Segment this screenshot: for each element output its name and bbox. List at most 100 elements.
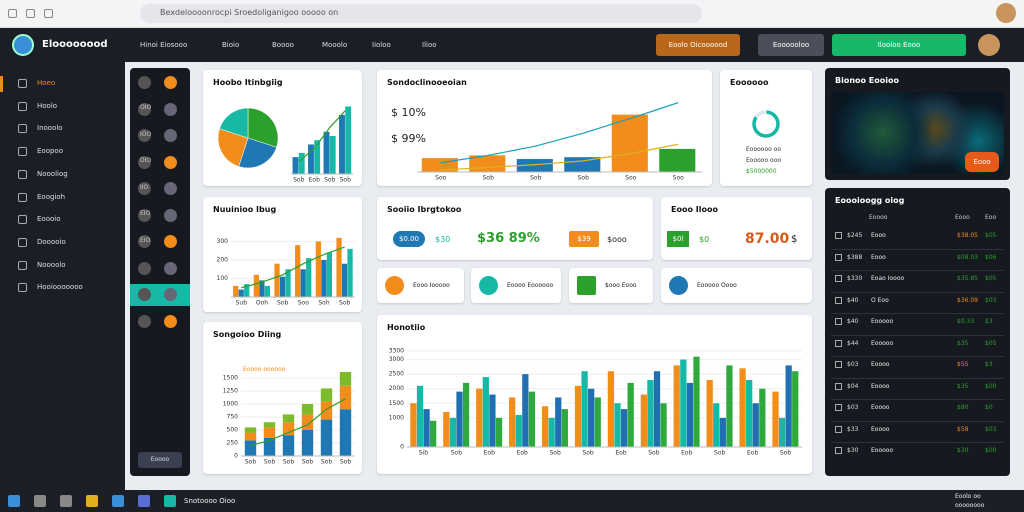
table-cell: Eooooo bbox=[871, 339, 894, 347]
taskbar-icon[interactable] bbox=[164, 495, 176, 507]
bar bbox=[647, 379, 654, 447]
nav-button[interactable] bbox=[8, 9, 17, 18]
table-header: Eoooo bbox=[869, 214, 888, 221]
stat: $30 bbox=[435, 235, 451, 244]
donut-text: $5000000 bbox=[746, 168, 777, 175]
menu-item[interactable]: Hoolo bbox=[37, 101, 58, 110]
annotation: $ 10% bbox=[391, 106, 426, 119]
card-b: Sondoclinooeoian $ 10% $ 99% Soo Sob Sob Sob So… bbox=[377, 70, 712, 186]
nav-item[interactable]: Ilioo bbox=[422, 41, 437, 49]
nav-button[interactable] bbox=[26, 9, 35, 18]
card-a: Hoobo Itinbgiig Sob Eob Sob Sob bbox=[203, 70, 362, 186]
card-e: Sooiio Ibrgtokoo $0.00 $30 $36 89% $39 $ooo bbox=[377, 197, 653, 260]
x-tick-label: Sob bbox=[648, 450, 659, 457]
table-cell: $33 bbox=[847, 425, 859, 433]
line bbox=[298, 110, 346, 162]
bar bbox=[489, 394, 496, 447]
icon bbox=[138, 155, 151, 169]
table-cell: Eoooo bbox=[871, 425, 890, 433]
icon bbox=[479, 276, 498, 295]
table-cell: $00 bbox=[985, 382, 997, 390]
taskbar-icon[interactable] bbox=[34, 495, 46, 507]
row-icon bbox=[835, 296, 842, 304]
menu-icon bbox=[18, 192, 27, 202]
bar bbox=[746, 379, 753, 447]
menu-item[interactable]: Eoooio bbox=[37, 215, 61, 224]
bar bbox=[263, 427, 276, 438]
row-divider bbox=[831, 442, 1004, 443]
taskbar-icon[interactable] bbox=[60, 495, 72, 507]
nav-item[interactable]: Mooolo bbox=[322, 41, 348, 49]
small-card-label: Eooo Iooooo bbox=[413, 282, 450, 289]
bar bbox=[443, 412, 450, 447]
menu-item[interactable]: Hoeo bbox=[37, 79, 56, 87]
icon bbox=[138, 76, 151, 89]
header-button[interactable]: Eoolo Oicoooood bbox=[656, 34, 740, 56]
x-tick-label: Soh bbox=[318, 300, 329, 307]
table-cell: $35 bbox=[957, 339, 969, 347]
header-button[interactable]: Eoooooloo bbox=[758, 34, 824, 56]
menu-item[interactable]: Noooliog bbox=[37, 169, 68, 178]
map-button[interactable]: Eooo bbox=[965, 152, 999, 172]
taskbar-icon[interactable] bbox=[8, 495, 20, 507]
table-cell: $38.05 bbox=[957, 232, 978, 239]
bar bbox=[653, 371, 661, 447]
table-cell: $06 bbox=[985, 253, 997, 261]
bar bbox=[660, 403, 667, 447]
taskbar-icon[interactable] bbox=[112, 495, 124, 507]
bar bbox=[772, 391, 779, 447]
row-divider bbox=[831, 291, 1004, 293]
menu-item[interactable]: Inooolo bbox=[37, 124, 63, 133]
y-tick-label: 2000 bbox=[389, 385, 404, 392]
menu-item[interactable]: Eoogioh bbox=[37, 192, 66, 201]
icon bbox=[164, 208, 177, 222]
card-g: Songoioo Diing Eoooo oooooo 0 250 500 750 1000… bbox=[203, 322, 362, 474]
nav-button[interactable] bbox=[44, 9, 53, 18]
table-cell: $30 bbox=[957, 447, 969, 454]
chart bbox=[751, 109, 781, 139]
table-cell: Eoooo bbox=[871, 404, 890, 411]
nav-item[interactable]: Boooo bbox=[272, 41, 294, 49]
table-cell: Eooo bbox=[871, 253, 886, 261]
row-divider bbox=[831, 399, 1004, 400]
icon bbox=[385, 276, 404, 295]
x-tick-label: Sob bbox=[264, 459, 275, 466]
table-cell: $05 bbox=[985, 232, 997, 239]
icon-label: EIO bbox=[140, 236, 151, 244]
taskbar-icon[interactable] bbox=[86, 495, 98, 507]
x-tick-label: Eob bbox=[681, 450, 692, 457]
menu-item[interactable]: Hooiooooooo bbox=[37, 283, 83, 292]
icon bbox=[138, 182, 151, 195]
app-header: Eloooooood Hinoi Eiosooo Bioio Boooo Mooolo I… bbox=[0, 28, 1024, 62]
nav-item[interactable]: Hinoi Eiosooo bbox=[140, 41, 188, 49]
menu-item[interactable]: Eoopoo bbox=[37, 147, 63, 156]
x-tick-label: Sob bbox=[340, 177, 351, 184]
bar bbox=[238, 289, 244, 297]
line bbox=[250, 398, 346, 447]
bar bbox=[315, 241, 321, 297]
row-icon bbox=[835, 404, 842, 411]
nav-item[interactable]: Iioloo bbox=[372, 41, 391, 49]
icon-label: EIO bbox=[140, 210, 151, 217]
small-card: $ooo Eooo bbox=[569, 268, 653, 303]
table-cell: Eooo bbox=[871, 232, 886, 239]
taskbar: Snotoooo Oioo Eoolo oo oooooooo bbox=[0, 490, 1024, 512]
bar bbox=[548, 417, 555, 447]
menu-item[interactable]: Noooolo bbox=[37, 260, 66, 269]
table-card: Eoooioogg oiog Eoooo Eooo Eoo $245 Eooo $38.05… bbox=[825, 188, 1010, 476]
nav-item[interactable]: Bioio bbox=[222, 41, 240, 49]
y-tick-label: 0 bbox=[400, 444, 404, 451]
x-tick-label: Eob bbox=[747, 450, 758, 457]
x-tick-label: Sob bbox=[302, 459, 313, 466]
menu-item[interactable]: Dooooio bbox=[37, 237, 66, 246]
x-tick-label: Sob bbox=[530, 175, 541, 182]
table-cell: $35 bbox=[957, 382, 969, 390]
taskbar-icon[interactable] bbox=[138, 495, 150, 507]
bar bbox=[607, 371, 615, 447]
header-button[interactable]: Ilooloo Eooo bbox=[832, 34, 966, 56]
y-tick-label: 3300 bbox=[389, 347, 404, 354]
table-cell: $55 bbox=[957, 361, 969, 368]
table-cell: O Eoo bbox=[871, 296, 889, 304]
bar bbox=[423, 409, 430, 447]
panel-button[interactable]: Eoooo bbox=[138, 452, 182, 468]
